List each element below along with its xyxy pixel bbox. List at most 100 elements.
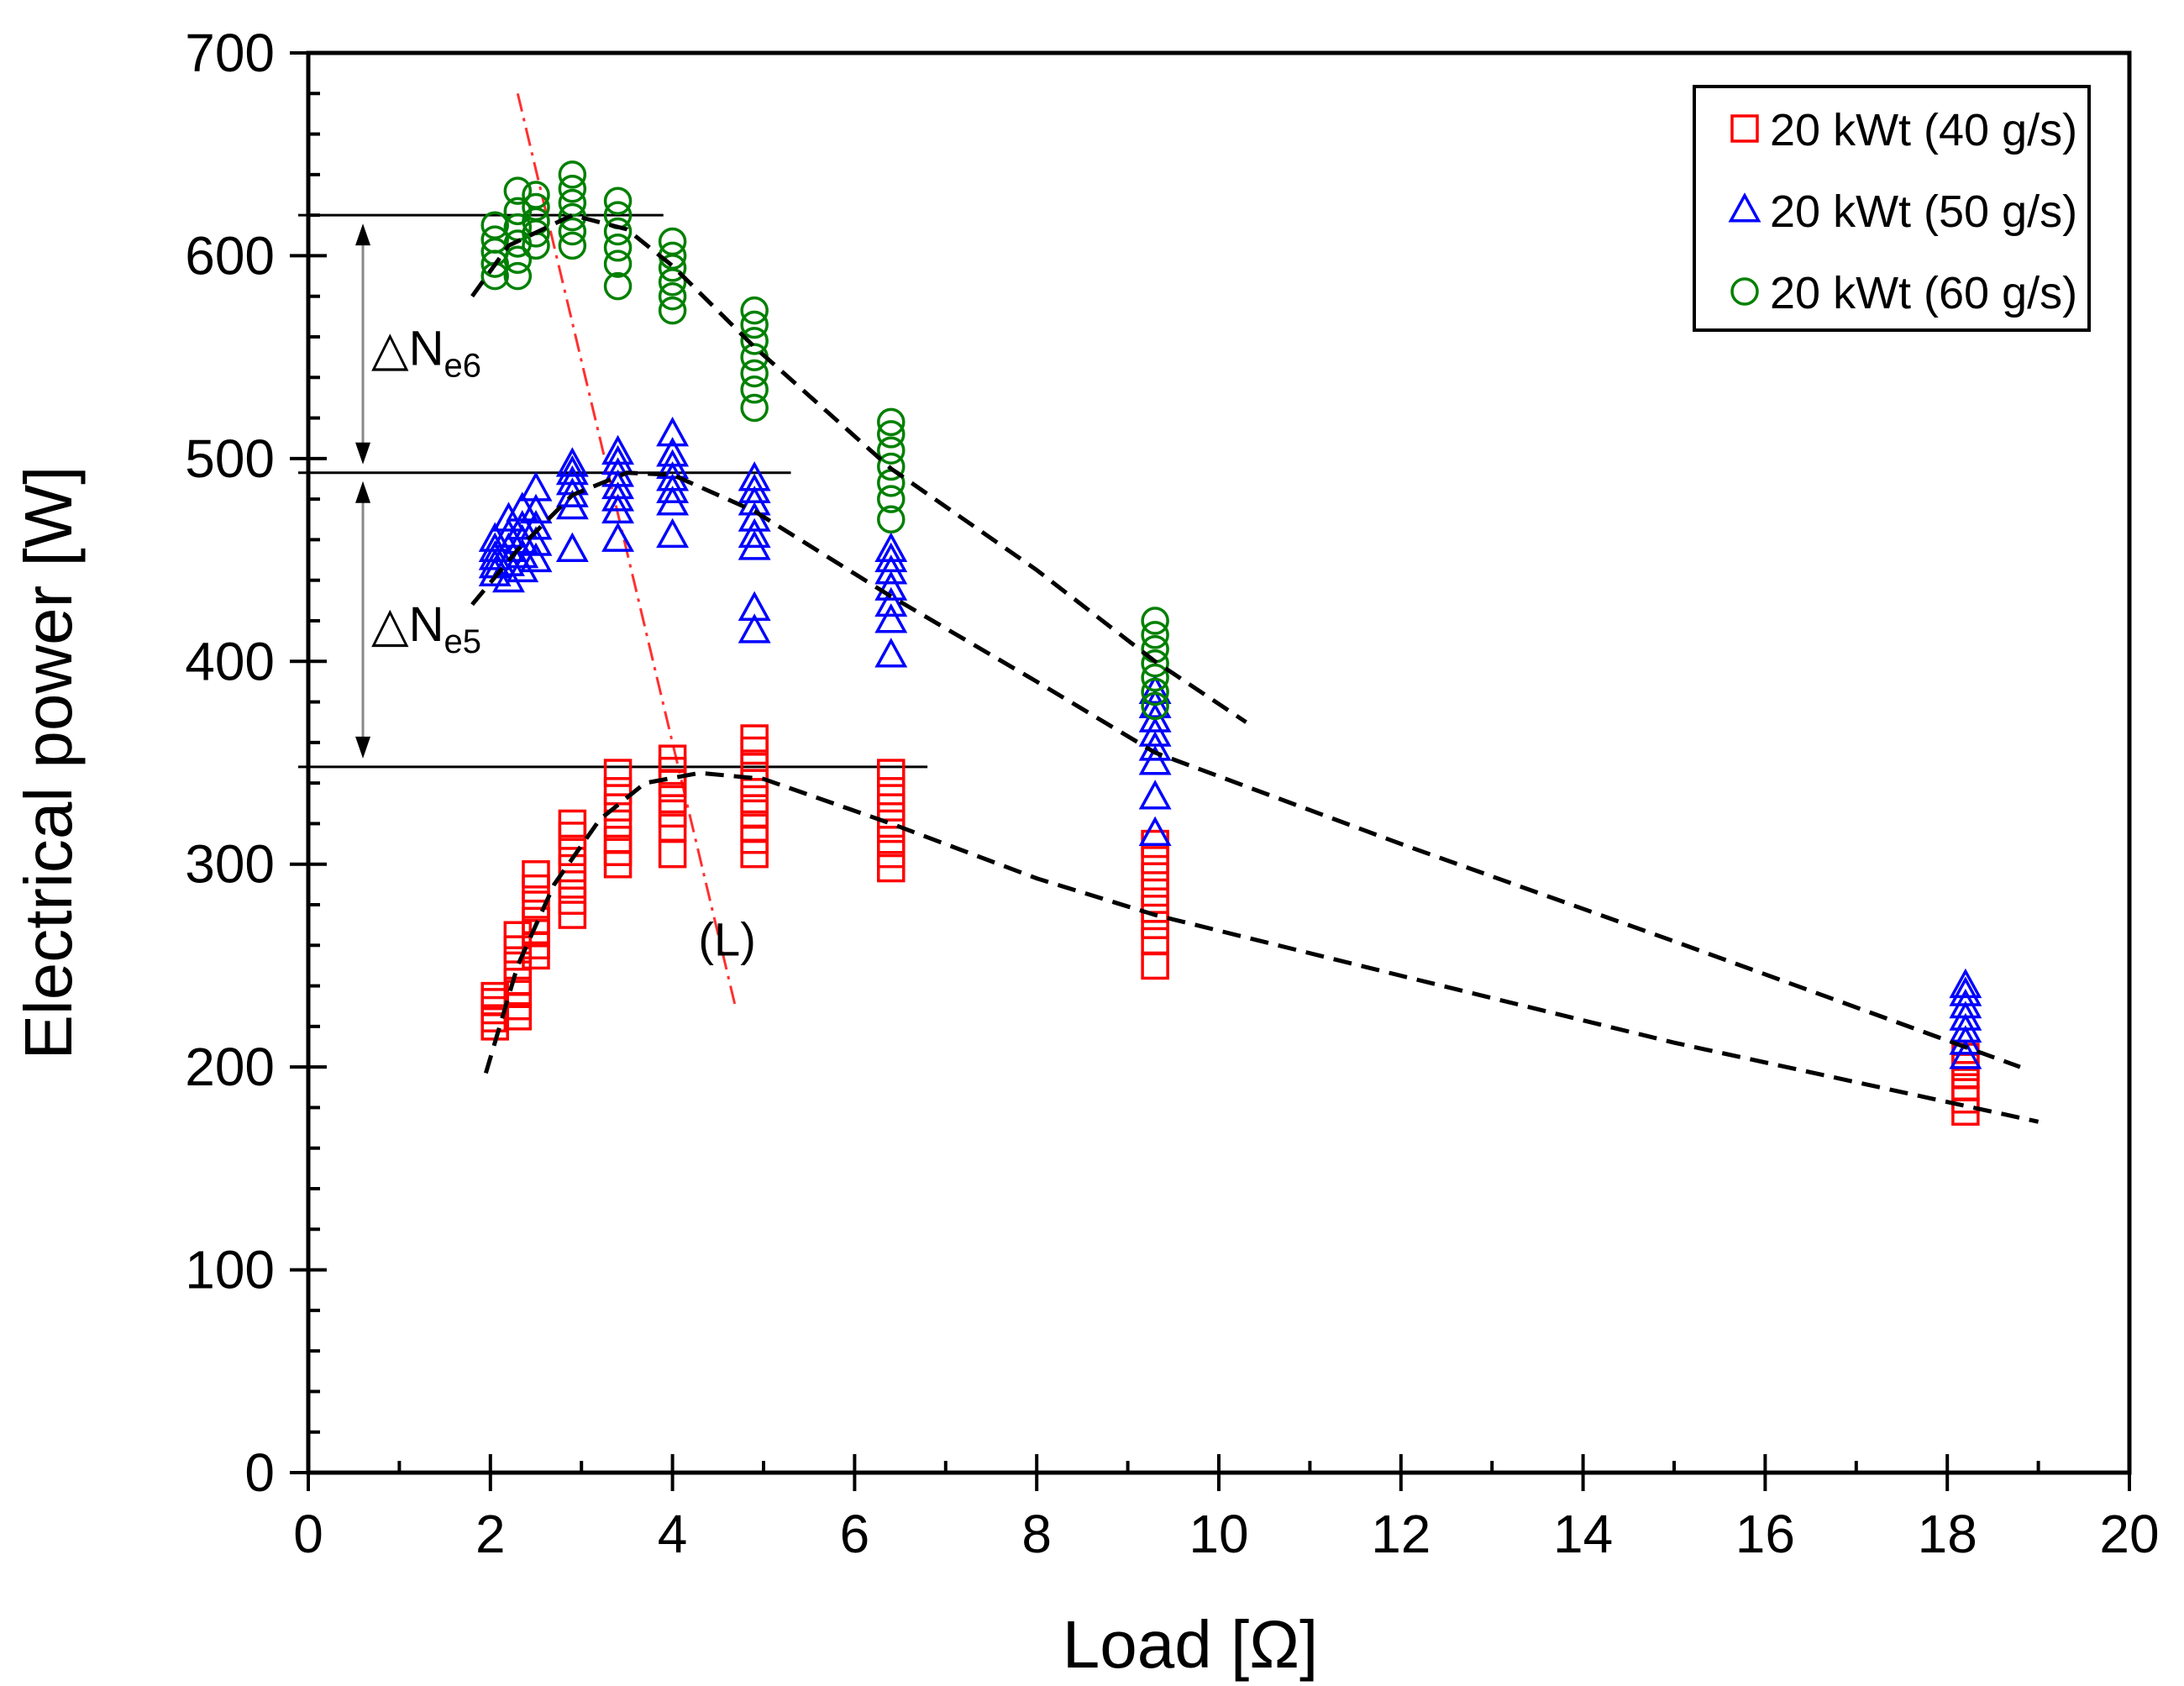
data-point-circle (522, 192, 550, 222)
data-point-circle (740, 393, 769, 423)
data-point-square (503, 951, 533, 980)
legend-item: 20 kWt (40 g/s) (1730, 105, 2077, 155)
data-point-triangle (874, 603, 908, 633)
data-point-circle (558, 217, 587, 246)
data-point-square (877, 825, 906, 854)
data-point-circle (740, 376, 769, 404)
data-point-circle (1141, 649, 1169, 678)
series-square (480, 724, 1980, 1127)
data-point-triangle (519, 471, 553, 502)
data-point-square (1141, 862, 1169, 890)
y-tick-label: 500 (185, 428, 275, 489)
data-point-square (658, 799, 687, 828)
data-point-triangle (656, 437, 690, 467)
x-tick-label: 10 (1189, 1504, 1248, 1564)
data-point-square (877, 854, 906, 883)
data-point-circle (1141, 691, 1169, 721)
x-tick-label: 4 (658, 1504, 688, 1564)
data-point-square (877, 839, 906, 869)
data-point-triangle (738, 517, 771, 549)
y-tick-label: 200 (185, 1037, 275, 1097)
data-point-square (603, 809, 633, 838)
arrow-head-icon (355, 442, 371, 465)
x-tick-label: 20 (2099, 1504, 2159, 1564)
fit-curve (470, 213, 1247, 724)
y-tick-label: 700 (185, 23, 275, 83)
data-point-circle (658, 296, 687, 325)
delta-annotation-label: △Ne5 (371, 597, 481, 660)
data-point-circle (1141, 621, 1169, 649)
data-point-square (1141, 927, 1169, 956)
data-point-circle (740, 327, 769, 355)
data-point-circle (558, 188, 587, 218)
data-point-square (877, 759, 906, 787)
data-point-square (503, 967, 533, 996)
data-point-circle (658, 227, 687, 256)
data-point-circle (480, 211, 509, 239)
data-point-circle (603, 186, 633, 215)
data-point-circle (740, 359, 769, 388)
data-point-triangle (874, 532, 908, 562)
data-point-square (1730, 114, 1759, 143)
x-tick-label: 2 (475, 1504, 506, 1564)
data-point-triangle (874, 542, 908, 573)
data-point-square (480, 981, 509, 1011)
data-point-circle (603, 249, 633, 278)
data-point-triangle (1949, 968, 1982, 999)
data-point-square (522, 906, 550, 936)
data-point-circle (1141, 663, 1169, 692)
series-circle (480, 160, 1169, 721)
legend-label: 20 kWt (60 g/s) (1770, 268, 2077, 318)
data-point-triangle (601, 522, 635, 552)
x-tick-label: 8 (1021, 1504, 1052, 1564)
data-point-circle (1141, 635, 1169, 664)
data-point-square (740, 799, 769, 828)
line-L-label: (L) (698, 912, 755, 965)
data-point-square (658, 744, 687, 773)
data-point-square (877, 777, 906, 806)
fit-curve (484, 770, 2040, 1124)
data-point-triangle (492, 562, 525, 593)
data-point-triangle (874, 570, 908, 601)
arrow-head-icon (355, 223, 371, 246)
data-point-triangle (601, 434, 635, 465)
data-point-triangle (874, 586, 908, 617)
data-point-triangle (738, 461, 771, 491)
data-point-circle (877, 505, 906, 534)
x-tick-label: 6 (840, 1504, 870, 1564)
data-point-triangle (519, 510, 553, 540)
data-point-circle (1730, 277, 1759, 306)
data-point-triangle (1138, 702, 1172, 733)
data-point-triangle (656, 517, 690, 549)
data-point-circle (877, 407, 906, 437)
data-point-square (522, 890, 550, 919)
arrow-head-icon (355, 736, 371, 759)
data-point-triangle (738, 613, 771, 643)
axes: 0 100 200 300 400 500 600 700 0 2 4 6 8 10 12 14 16 18 20 (185, 23, 2159, 1564)
data-point-triangle (656, 417, 690, 447)
arrow-head-icon (355, 481, 371, 503)
data-point-circle (877, 452, 906, 481)
data-point-triangle (1138, 816, 1172, 846)
x-tick-label: 18 (1918, 1504, 1977, 1564)
data-point-triangle (874, 638, 908, 668)
delta-annotation-label: △Ne6 (371, 321, 481, 384)
legend-item: 20 kWt (60 g/s) (1730, 268, 2077, 318)
data-point-triangle (478, 556, 512, 586)
data-point-triangle (506, 552, 539, 583)
data-point-triangle (492, 502, 525, 532)
data-point-triangle (738, 591, 771, 622)
data-point-triangle (1138, 745, 1172, 775)
data-point-triangle (1138, 780, 1172, 810)
data-point-triangle (519, 526, 553, 556)
data-point-circle (603, 234, 633, 262)
data-point-square (877, 793, 906, 822)
y-axis-title: Electrical power [W] (11, 466, 86, 1060)
data-point-square (603, 825, 633, 854)
y-tick-label: 100 (185, 1240, 275, 1300)
data-point-square (522, 860, 550, 889)
x-tick-label: 0 (293, 1504, 323, 1564)
data-point-circle (558, 175, 587, 203)
data-point-circle (1141, 677, 1169, 706)
data-point-triangle (555, 447, 589, 477)
